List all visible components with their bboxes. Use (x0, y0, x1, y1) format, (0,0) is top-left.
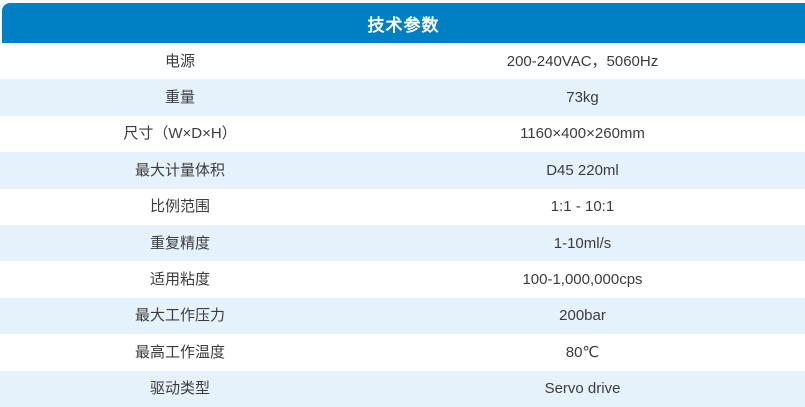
spec-value: 100-1,000,000cps (522, 271, 643, 289)
table-row: 最大工作压力 200bar (0, 297, 805, 335)
table-row: 驱动类型 Servo drive (0, 370, 805, 407)
spec-value: 73kg (566, 89, 599, 107)
table-row: 适用粘度 100-1,000,000cps (0, 261, 805, 298)
table-title: 技术参数 (367, 15, 440, 35)
table-row: 电源 200-240VAC，5060Hz (0, 43, 805, 80)
spec-label: 电源 (164, 52, 195, 70)
spec-label: 最大工作压力 (134, 307, 225, 325)
spec-value: 1-10ml/s (553, 234, 612, 252)
spec-value: Servo drive (544, 380, 621, 398)
spec-label: 重量 (164, 89, 195, 107)
table-row: 重量 73kg (0, 79, 805, 116)
spec-table-body: 电源 200-240VAC，5060Hz 重量 73kg 尺寸（W×D×H） 1… (0, 43, 805, 407)
spec-label: 适用粘度 (149, 271, 210, 289)
spec-label: 驱动类型 (149, 380, 210, 398)
spec-value: 200bar (559, 307, 606, 325)
spec-label: 尺寸（W×D×H） (123, 125, 237, 143)
spec-value: D45 220ml (546, 161, 619, 179)
table-header: 技术参数 (2, 3, 805, 43)
spec-value: 200-240VAC，5060Hz (506, 52, 659, 70)
spec-value: 1160×400×260mm (520, 125, 645, 143)
table-row: 重复精度 1-10ml/s (0, 224, 805, 262)
table-row: 最大计量体积 D45 220ml (0, 152, 805, 189)
spec-value: 1:1 - 10:1 (550, 198, 615, 216)
table-row: 尺寸（W×D×H） 1160×400×260mm (0, 115, 805, 153)
spec-value: 80℃ (565, 343, 600, 361)
table-row: 最高工作温度 80℃ (0, 334, 805, 371)
table-row: 比例范围 1:1 - 10:1 (0, 188, 805, 225)
spec-label: 比例范围 (149, 198, 210, 216)
spec-label: 最高工作温度 (134, 343, 225, 361)
spec-label: 重复精度 (149, 234, 210, 252)
spec-label: 最大计量体积 (134, 161, 225, 179)
